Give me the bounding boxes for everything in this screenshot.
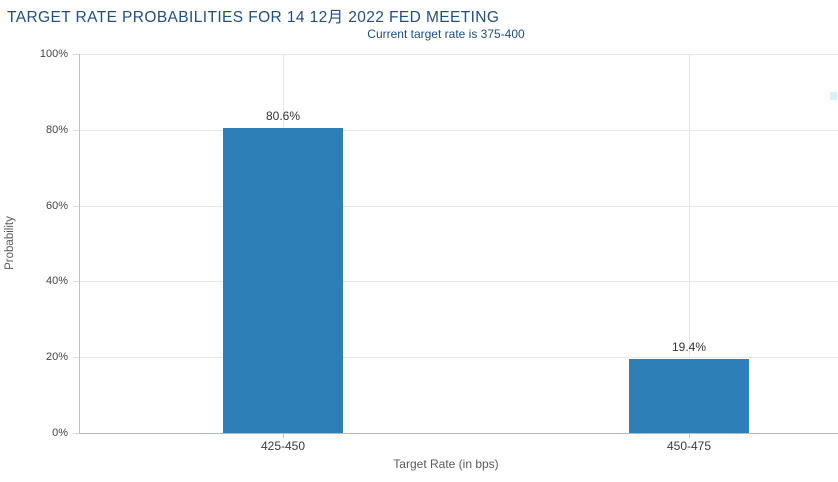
x-axis-tick (689, 433, 690, 438)
x-axis-tick (283, 433, 284, 438)
y-axis-tick-label: 80% (45, 123, 68, 136)
x-gridline (689, 54, 690, 433)
x-axis-line (79, 433, 838, 434)
bar-value-label: 19.4% (671, 340, 707, 355)
y-axis-tick (73, 54, 79, 55)
y-axis-tick (73, 129, 79, 131)
y-axis-tick-label: 40% (45, 275, 68, 288)
y-axis-tick-label: 20% (45, 351, 68, 364)
bar-425-450[interactable] (223, 127, 343, 433)
y-axis-tick (73, 433, 79, 434)
bar-value-label: 80.6% (265, 108, 301, 123)
y-axis-tick-label: 0% (52, 427, 68, 439)
y-gridline (80, 281, 838, 283)
x-axis-category-label: 425-450 (260, 439, 306, 453)
y-gridline (80, 129, 838, 131)
y-axis-tick (73, 281, 79, 283)
y-axis-tick (73, 357, 79, 359)
chart-title: TARGET RATE PROBABILITIES FOR 14 12月 202… (7, 9, 500, 26)
y-axis-tick (73, 205, 79, 207)
chart-subtitle: Current target rate is 375-400 (367, 27, 525, 41)
y-axis-tick-label: 100% (39, 48, 68, 60)
y-gridline (80, 357, 838, 359)
y-gridline (80, 205, 838, 207)
x-axis-title: Target Rate (in bps) (393, 457, 499, 471)
x-axis-category-label: 450-475 (666, 439, 712, 453)
clipped-edge-artifact (830, 92, 837, 100)
plot-area: 0% 20% 40% 60% 80% 100% 80.6% 425-450 19.4% 450-4… (40, 48, 838, 453)
y-axis-tick-label: 60% (45, 199, 68, 212)
bar-450-475[interactable] (629, 359, 749, 433)
y-gridline (80, 54, 838, 55)
